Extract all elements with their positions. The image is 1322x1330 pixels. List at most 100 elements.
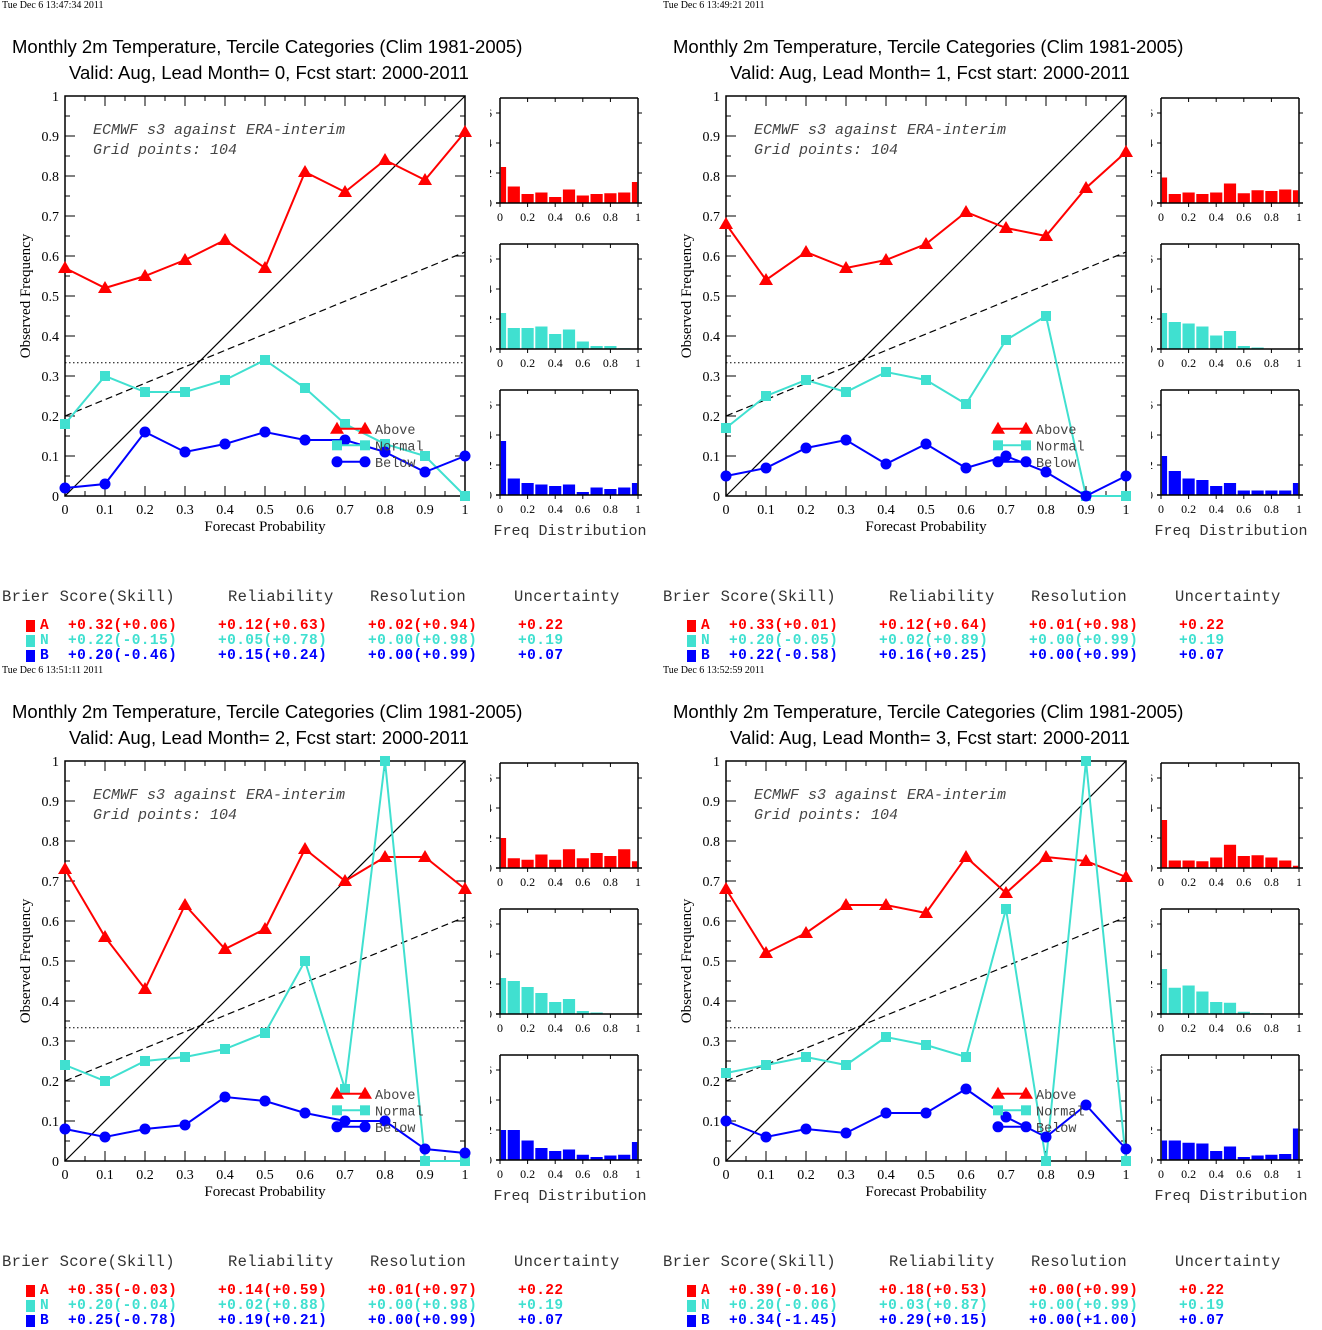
point-above <box>138 269 152 281</box>
legend-swatch-above <box>687 1285 696 1297</box>
point-above <box>759 946 773 958</box>
hist-x-tick-label: 0.2 <box>520 502 535 516</box>
score-uncertainty: +0.22 <box>1179 618 1225 634</box>
score-table-header: Uncertainty <box>514 1253 620 1271</box>
chart-title: Monthly 2m Temperature, Tercile Categori… <box>12 36 523 57</box>
y-tick-label: 0.5 <box>703 290 721 305</box>
series-normal <box>721 756 1131 1166</box>
series-below <box>59 426 471 494</box>
legend-label: Below <box>375 457 416 472</box>
hist-y-tick-label: 0 <box>1151 488 1153 502</box>
hist-x-tick-label: 0.2 <box>520 875 535 889</box>
score-table-header: Uncertainty <box>1175 1253 1281 1271</box>
hist-bar-below <box>1237 490 1250 495</box>
score-row-label: B <box>40 1313 49 1329</box>
hist-bar-below <box>1279 1154 1292 1160</box>
histogram-below: 0 0.2 0.4 0.6 0 0.2 0.4 0.6 0.8 1 <box>1151 389 1303 516</box>
hist-y-tick-label: 0.2 <box>1151 831 1153 845</box>
hist-y-tick-label: 0.6 <box>1151 917 1153 931</box>
hist-bar-below <box>1292 483 1299 495</box>
score-reliability: +0.15(+0.24) <box>218 648 328 664</box>
hist-bar-below <box>521 1140 534 1160</box>
hist-bar-above <box>1279 860 1292 868</box>
score-resolution: +0.01(+0.98) <box>1029 618 1139 634</box>
timestamp: Tue Dec 6 13:49:21 2011 <box>663 0 765 11</box>
hist-bar-below <box>1196 1143 1209 1160</box>
hist-bar-normal <box>507 981 520 1014</box>
hist-bar-above <box>1161 820 1168 868</box>
score-resolution: +0.00(+0.98) <box>368 1298 478 1314</box>
hist-bar-normal <box>1237 346 1250 349</box>
point-normal <box>1001 335 1011 345</box>
score-row-label: N <box>701 1298 710 1314</box>
hist-bar-below <box>618 1154 631 1160</box>
y-tick-label: 0.7 <box>42 875 60 890</box>
hist-bar-below <box>500 441 507 495</box>
score-uncertainty: +0.22 <box>518 1283 564 1299</box>
score-row-label: A <box>701 1283 710 1299</box>
point-normal <box>961 399 971 409</box>
x-tick-label: 0.5 <box>917 1168 935 1183</box>
freq-distribution-label: Freq Distribution <box>1154 1188 1307 1205</box>
x-tick-label: 0.4 <box>216 1168 234 1183</box>
point-below <box>459 450 471 462</box>
hist-bar-above <box>1265 191 1278 203</box>
no-skill-line <box>64 916 466 1082</box>
score-resolution: +0.00(+0.99) <box>368 1313 478 1329</box>
x-tick-label: 0.4 <box>877 1168 895 1183</box>
hist-bar-normal <box>1196 991 1209 1014</box>
score-resolution: +0.00(+0.99) <box>1029 633 1139 649</box>
hist-y-tick-label: 0.4 <box>1151 428 1153 442</box>
legend-label: Below <box>375 1122 416 1137</box>
hist-bar-below <box>1292 1128 1299 1160</box>
x-tick-label: 0.3 <box>176 503 194 518</box>
hist-x-tick-label: 0 <box>1158 1021 1164 1035</box>
hist-x-tick-label: 1 <box>635 210 641 224</box>
score-reliability: +0.02(+0.88) <box>218 1298 328 1314</box>
legend-marker <box>359 1121 371 1133</box>
hist-y-tick-label: 0.2 <box>1151 166 1153 180</box>
score-row-label: A <box>701 618 710 634</box>
score-row-label: B <box>701 648 710 664</box>
point-normal <box>761 1060 771 1070</box>
legend-marker <box>358 1086 372 1099</box>
score-resolution: +0.01(+0.97) <box>368 1283 478 1299</box>
hist-bar-above <box>1210 857 1223 868</box>
hist-y-tick-label: 0.2 <box>490 1123 492 1137</box>
hist-bar-above <box>1251 190 1264 203</box>
hist-bar-above <box>576 858 589 868</box>
point-normal <box>460 491 470 501</box>
point-below <box>1120 470 1132 482</box>
point-below <box>880 458 892 470</box>
annotation-model: ECMWF s3 against ERA-interim <box>754 787 1006 804</box>
timestamp: Tue Dec 6 13:52:59 2011 <box>663 665 765 676</box>
hist-x-tick-label: 0.4 <box>1209 1167 1224 1181</box>
perfect-reliability-line <box>64 95 466 497</box>
hist-x-tick-label: 0.2 <box>520 1021 535 1035</box>
hist-y-tick-label: 0.4 <box>1151 136 1153 150</box>
hist-y-tick-label: 0.4 <box>1151 947 1153 961</box>
legend-marker <box>359 456 371 468</box>
hist-bar-below <box>1251 1155 1264 1160</box>
point-normal <box>1041 311 1051 321</box>
point-normal <box>460 1156 470 1166</box>
hist-x-tick-label: 1 <box>635 1167 641 1181</box>
point-above <box>338 874 352 886</box>
point-normal <box>340 419 350 429</box>
point-normal <box>1041 1156 1051 1166</box>
score-uncertainty: +0.22 <box>518 618 564 634</box>
hist-x-tick-label: 0.4 <box>548 1021 563 1035</box>
hist-x-tick-label: 1 <box>635 1021 641 1035</box>
histogram-below: 0 0.2 0.4 0.6 0 0.2 0.4 0.6 0.8 1 <box>490 1054 642 1181</box>
hist-y-tick-label: 0.6 <box>490 398 492 412</box>
x-tick-label: 1 <box>462 503 469 518</box>
legend-marker <box>1019 1086 1033 1099</box>
hist-bar-normal <box>535 326 548 349</box>
point-normal <box>881 1032 891 1042</box>
histogram-above: 0 0.2 0.4 0.6 0 0.2 0.4 0.6 0.8 1 <box>490 97 642 224</box>
x-axis-label: Forecast Probability <box>204 519 326 535</box>
point-normal <box>180 1052 190 1062</box>
hist-x-tick-label: 0.2 <box>1181 1021 1196 1035</box>
x-tick-label: 0.7 <box>336 1168 354 1183</box>
hist-y-tick-label: 0.4 <box>490 947 492 961</box>
